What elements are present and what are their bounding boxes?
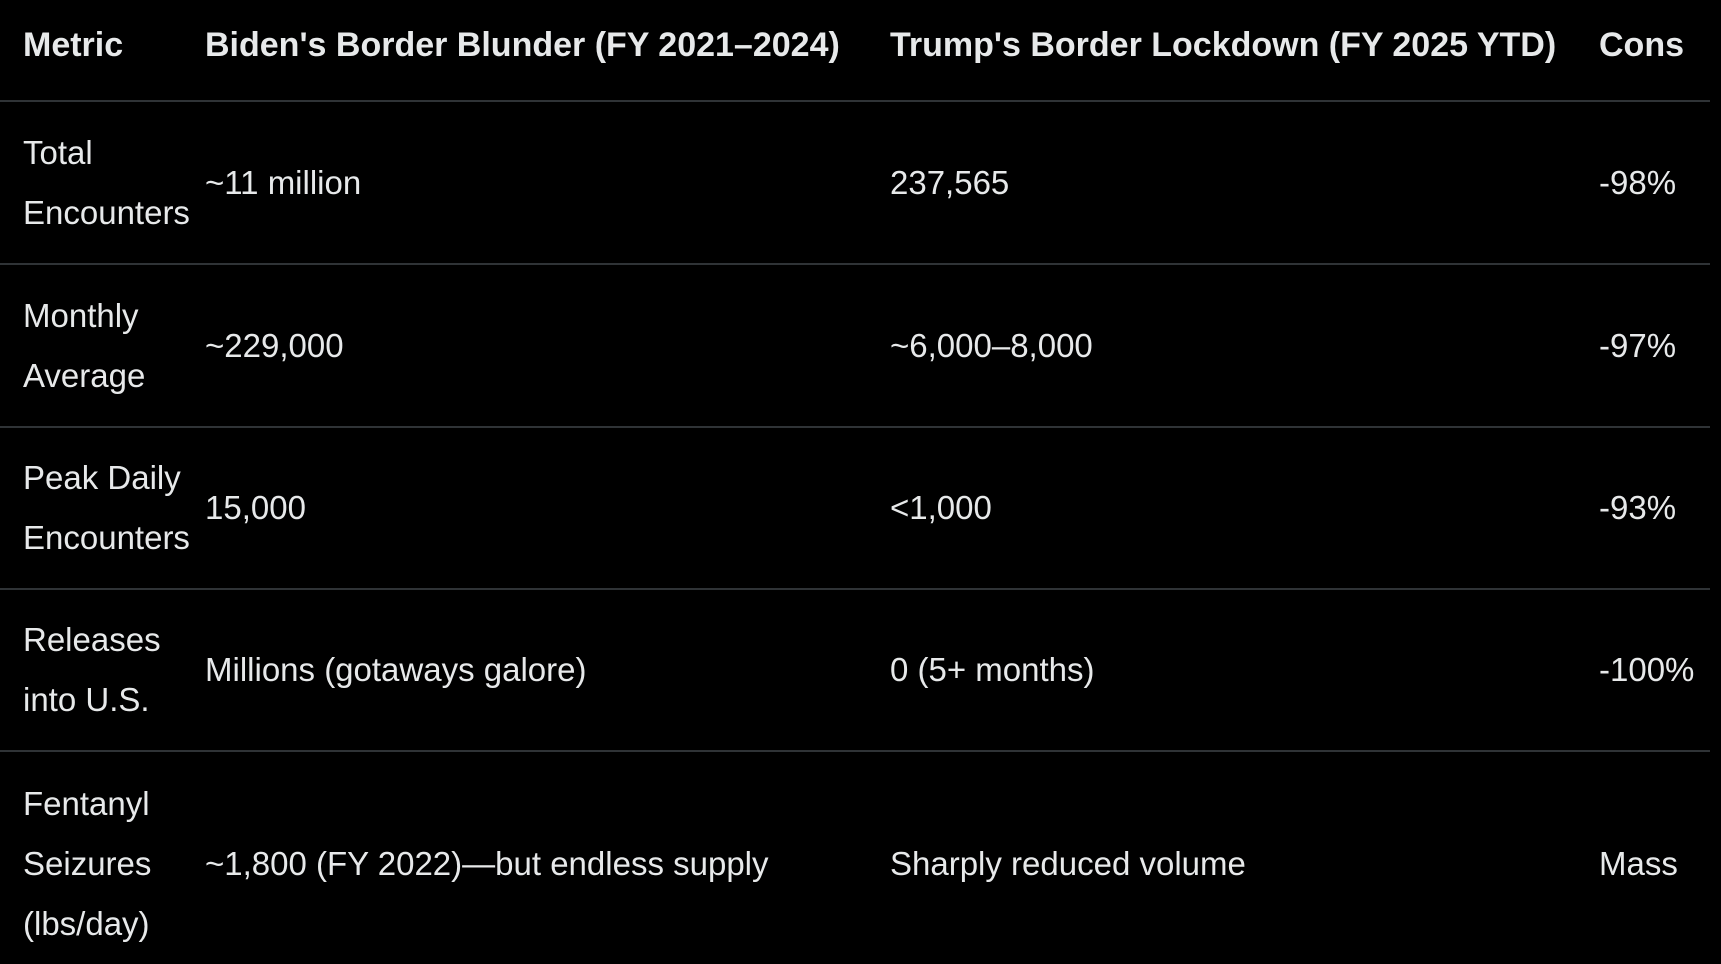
consequence-value-cell: -98% [1599,163,1677,201]
consequence-value-cell: -93% [1599,489,1677,526]
biden-value-cell: Millions (gotaways galore) [205,651,587,688]
trump-value-cell: ~6,000–8,000 [890,326,1093,364]
consequence-value-cell: Mass [1599,844,1678,882]
consequence-value-cell: -100% [1599,651,1695,688]
trump-value-cell: 237,565 [890,163,1010,201]
table-row-total-encounters: Total Encounters ~11 million 237,565 -98… [0,101,1710,264]
table-row-fentanyl-seizures: Fentanyl Seizures (lbs/day) ~1,800 (FY 2… [0,751,1710,964]
header-row: Metric Biden's Border Blunder (FY 2021–2… [0,0,1710,101]
biden-value-cell: 15,000 [205,489,306,526]
column-header-metric: Metric [23,25,124,64]
column-header-trump: Trump's Border Lockdown (FY 2025 YTD) [890,25,1557,64]
column-header-biden: Biden's Border Blunder (FY 2021–2024) [205,25,840,64]
table-row-monthly-average: Monthly Average ~229,000 ~6,000–8,000 -9… [0,264,1710,427]
table-row-releases-into-us: Releases into U.S. Millions (gotaways ga… [0,589,1710,751]
metric-cell: Monthly Average [23,296,146,394]
trump-value-cell: 0 (5+ months) [890,651,1095,688]
biden-value-cell: ~1,800 (FY 2022)—but endless supply [205,844,769,882]
metric-cell: Fentanyl Seizures (lbs/day) [23,784,152,942]
consequence-value-cell: -97% [1599,326,1677,364]
biden-value-cell: ~229,000 [205,326,344,364]
metric-cell: Total Encounters [23,133,190,231]
metric-cell: Peak Daily Encounters [23,459,190,556]
metric-cell: Releases into U.S. [23,621,161,718]
biden-value-cell: ~11 million [205,163,362,201]
table-row-peak-daily-encounters: Peak Daily Encounters 15,000 <1,000 -93% [0,427,1710,589]
trump-value-cell: Sharply reduced volume [890,844,1246,882]
trump-value-cell: <1,000 [890,489,992,526]
column-header-consequence: Cons [1599,25,1684,64]
